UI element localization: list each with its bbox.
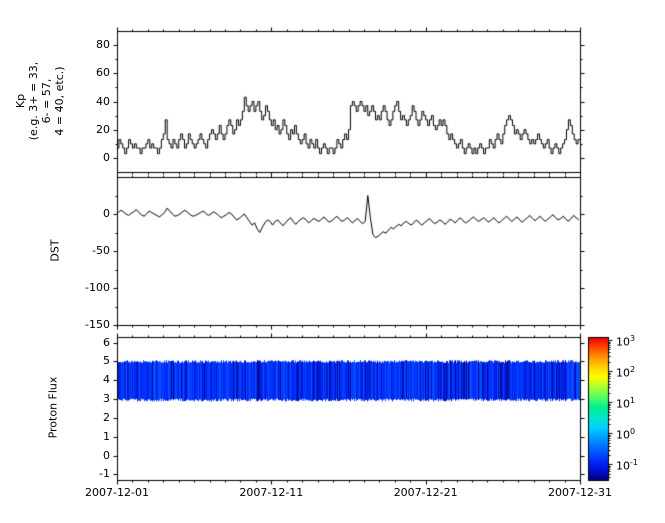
x-tick-label: 2007-12-31 — [548, 486, 612, 499]
y-tick-label: -150 — [85, 318, 110, 331]
y-tick-label: 6 — [103, 335, 110, 349]
x-tick-label: 2007-12-01 — [85, 486, 149, 499]
kp-axis-title-line3: 6- = 57, — [40, 78, 53, 124]
y-tick-label: -50 — [92, 244, 110, 257]
kp-axis-title: Kp (e.g. 3+ = 33, 6- = 57, 4 = 40, etc.) — [14, 46, 66, 156]
y-tick-label: 0 — [103, 150, 110, 164]
kp-axis-title-line4: 4 = 40, etc.) — [53, 66, 66, 136]
x-tick-label: 2007-12-21 — [393, 486, 458, 499]
kp-axis-title-line1: Kp — [14, 93, 27, 109]
x-tick-label: 2007-12-11 — [239, 486, 304, 499]
y-tick-label: 60 — [96, 66, 110, 80]
colorbar-tick-label: 10-1 — [616, 458, 638, 474]
y-tick-label: 0 — [103, 448, 110, 462]
y-tick-label: 3 — [103, 392, 110, 406]
y-tick-label: -1 — [99, 467, 110, 481]
proton-flux-axis-title: Proton Flux — [46, 376, 60, 439]
y-tick-label: 80 — [96, 38, 110, 52]
y-tick-label: 1 — [103, 429, 110, 443]
colorbar-tick-label: 103 — [616, 334, 636, 349]
y-tick-label: 0 — [103, 207, 110, 220]
y-tick-label: -100 — [85, 281, 110, 294]
y-tick-label: 40 — [96, 94, 110, 108]
y-tick-label: 2 — [103, 410, 110, 424]
colorbar-tick-label: 102 — [616, 365, 636, 380]
y-tick-label: 20 — [96, 122, 110, 136]
dst-axis-title: DST — [48, 239, 62, 262]
kp-axis-title-line2: (e.g. 3+ = 33, — [27, 61, 40, 141]
colorbar-tick-label: 100 — [616, 427, 636, 443]
y-tick-label: 4 — [103, 373, 110, 387]
colorbar-tick-label: 101 — [616, 396, 636, 411]
y-tick-label: 5 — [103, 354, 110, 368]
